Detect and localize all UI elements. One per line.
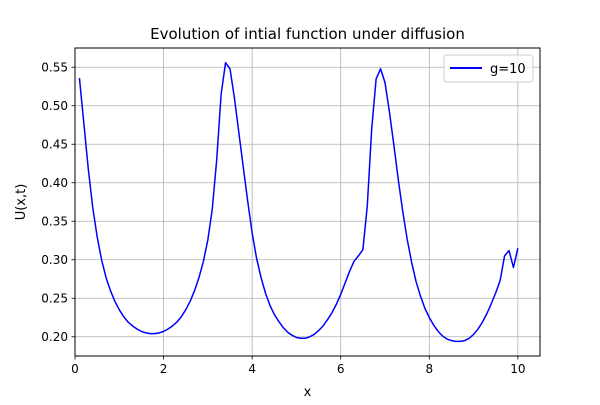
plot-area-frame xyxy=(74,47,541,357)
y-tick-label: 0.55 xyxy=(41,60,68,74)
y-axis-label: U(x,t) xyxy=(14,184,29,221)
y-tick-label: 0.20 xyxy=(41,330,68,344)
grid xyxy=(74,48,540,356)
x-tick-label: 0 xyxy=(71,362,79,376)
x-tick-label: 4 xyxy=(248,362,256,376)
x-tick-label: 6 xyxy=(337,362,345,376)
axis-ticks: 0 2 4 6 8 10 0.20 0.25 0.30 0.35 0.40 0.45 0.50 0.55 xyxy=(41,60,525,376)
x-tick-label: 8 xyxy=(425,362,433,376)
legend: g=10 xyxy=(443,54,534,83)
y-tick-label: 0.45 xyxy=(41,137,68,151)
y-tick-label: 0.50 xyxy=(41,99,68,113)
y-tick-label: 0.40 xyxy=(41,176,68,190)
chart-title: Evolution of intial function under diffu… xyxy=(150,25,465,43)
y-tick-label: 0.30 xyxy=(41,253,68,267)
legend-label: g=10 xyxy=(490,62,526,77)
x-tick-label: 2 xyxy=(160,362,168,376)
x-axis-label: x xyxy=(304,385,312,400)
y-tick-label: 0.25 xyxy=(41,291,68,305)
series-layer xyxy=(78,61,519,343)
legend-box xyxy=(443,54,534,83)
x-tick-label: 10 xyxy=(510,362,525,376)
series-line xyxy=(78,61,519,343)
y-tick-label: 0.35 xyxy=(41,214,68,228)
